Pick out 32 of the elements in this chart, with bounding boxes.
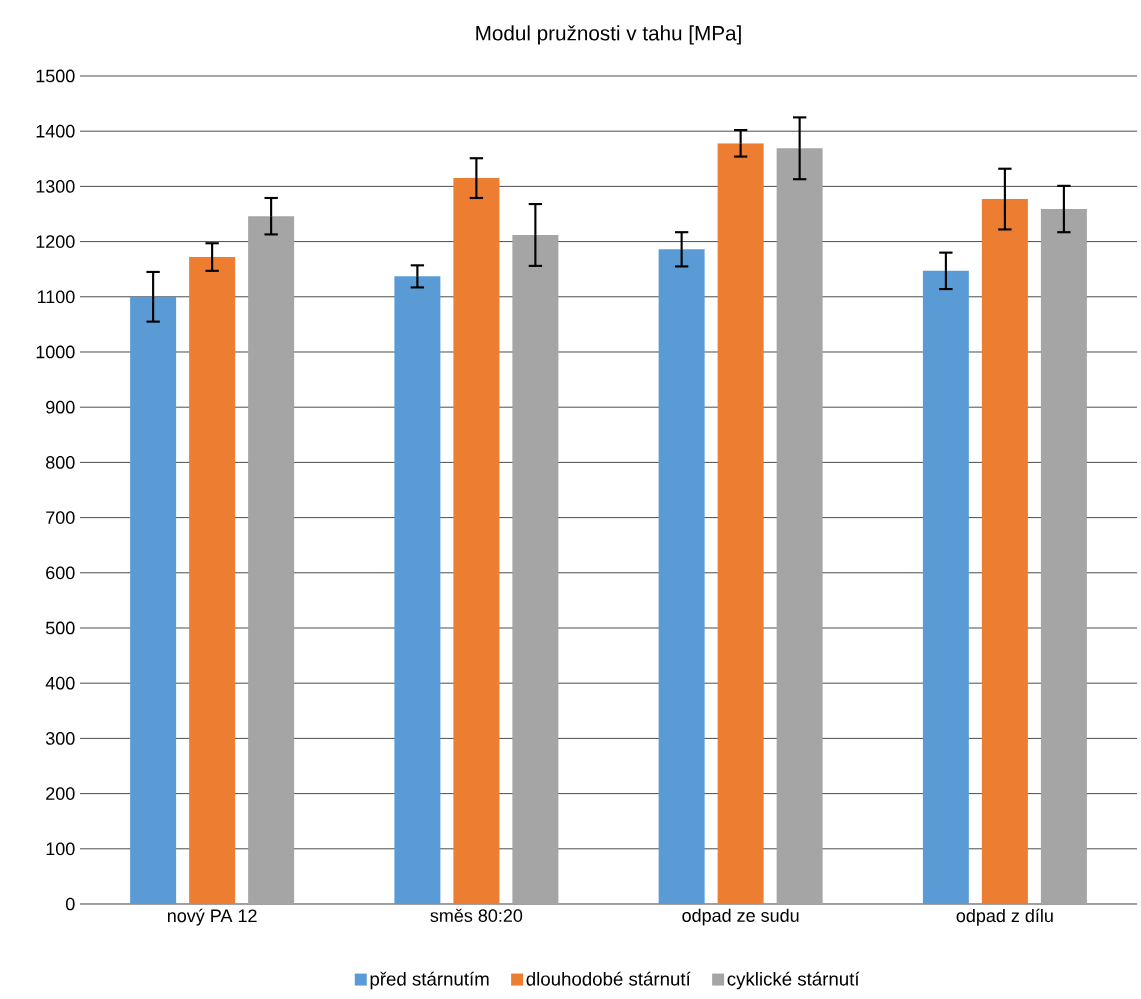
bar <box>394 276 441 904</box>
y-tick-label: 800 <box>46 456 75 469</box>
bar <box>658 249 705 904</box>
bar <box>453 178 500 904</box>
legend-label: před stárnutím <box>370 971 489 990</box>
y-tick-label: 700 <box>46 511 75 524</box>
y-tick-label: 1000 <box>36 345 75 359</box>
bar <box>130 296 177 904</box>
y-tick-label: 300 <box>45 732 75 745</box>
y-tick-label: 400 <box>45 676 75 690</box>
y-tick-label: 100 <box>46 842 75 856</box>
y-tick-label: 500 <box>45 621 75 635</box>
bar <box>189 257 236 904</box>
y-tick-label: 900 <box>46 400 75 414</box>
chart-title: Modul pružnosti v tahu [MPa] <box>476 25 741 45</box>
x-tick-label: odpad ze sudu <box>682 908 799 926</box>
y-tick-label: 1100 <box>37 290 75 304</box>
y-tick-label: 600 <box>46 566 75 580</box>
y-tick-label: 1500 <box>36 69 75 83</box>
y-tick-label: 200 <box>46 787 75 800</box>
bar <box>717 143 764 904</box>
legend-label: dlouhodobé stárnutí <box>526 971 691 986</box>
bar <box>981 199 1028 904</box>
bar <box>922 270 969 904</box>
y-tick-label: 0 <box>65 897 75 911</box>
legend-label: cyklické stárnutí <box>727 971 860 990</box>
y-tick-label: 1400 <box>36 124 75 138</box>
x-tick-label: směs 80:20 <box>430 908 523 922</box>
x-tick-label: odpad z dílu <box>956 908 1053 926</box>
x-tick-label: nový PA 12 <box>167 908 257 926</box>
y-tick-label: 1300 <box>36 180 75 193</box>
y-tick-label: 1200 <box>36 235 75 248</box>
